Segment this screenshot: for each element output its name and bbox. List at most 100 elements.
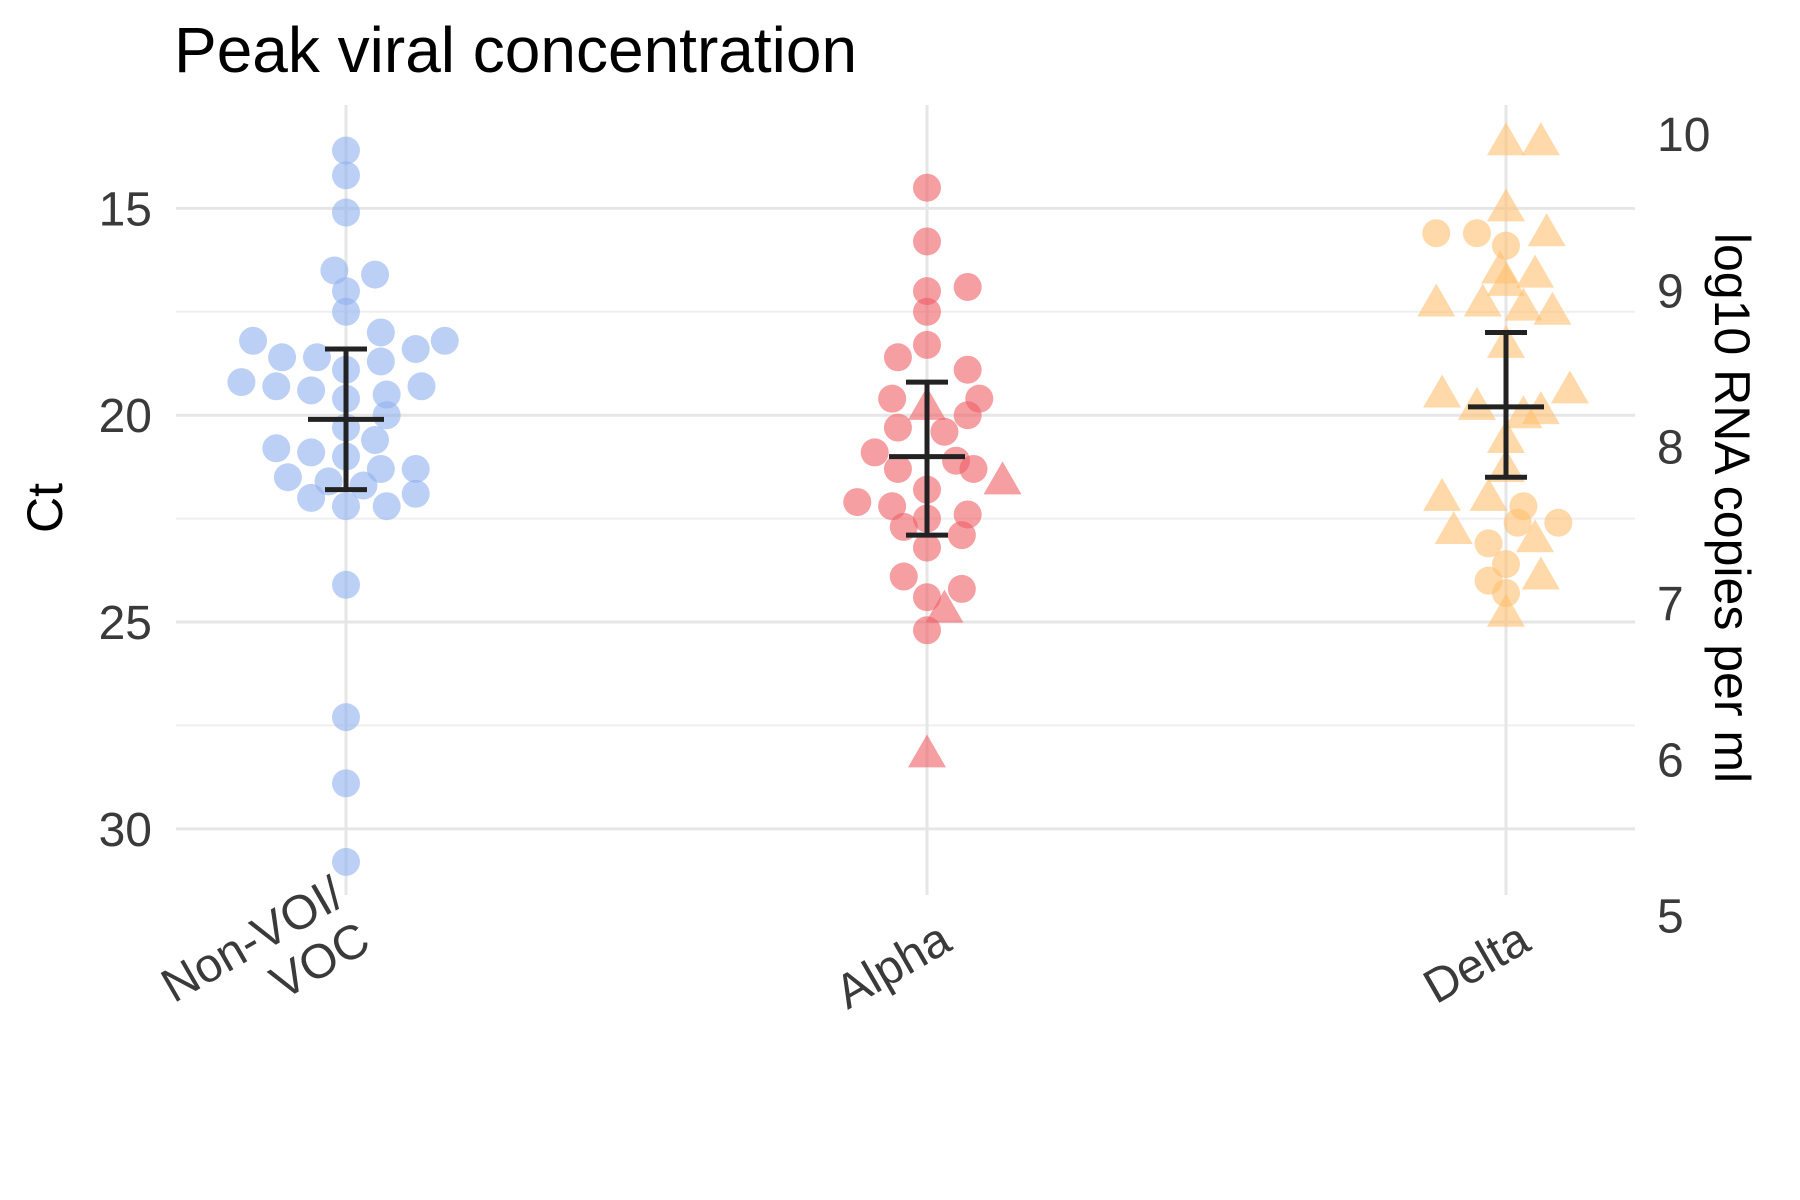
right-tick-label: 5	[1657, 891, 1684, 944]
data-point-circle	[883, 413, 912, 442]
data-point-circle	[913, 227, 941, 256]
data-point-triangle	[1487, 188, 1525, 222]
right-tick-label: 8	[1657, 422, 1684, 475]
right-axis-title: log10 RNA copies per ml	[1704, 233, 1760, 783]
data-point-circle	[366, 454, 395, 483]
data-point-circle	[947, 521, 976, 550]
data-point-circle	[913, 583, 941, 612]
data-point-triangle	[1487, 262, 1525, 296]
data-point-circle	[297, 438, 326, 467]
error-bar	[889, 379, 965, 538]
left-tick-label: 15	[99, 183, 152, 236]
data-point-circle	[1422, 219, 1451, 248]
data-point-circle	[268, 343, 297, 372]
data-point-circle	[366, 347, 395, 376]
data-point-circle	[1462, 219, 1491, 248]
data-point-circle	[930, 417, 959, 446]
error-bars	[308, 329, 1544, 538]
x-axis-ticks: Non-VOI/VOC Alpha Delta	[153, 867, 1539, 1020]
data-point-circle	[953, 401, 982, 430]
x-tick-label-line: Alpha	[827, 912, 960, 1019]
error-bar	[1468, 329, 1544, 480]
data-point-triangle	[1521, 556, 1560, 590]
right-axis-ticks: 10 9 8 7 6 5	[1657, 109, 1710, 944]
data-point-circle	[297, 376, 326, 405]
data-point-circle	[372, 492, 401, 521]
data-point-circle	[889, 562, 918, 591]
data-point-circle	[332, 703, 360, 732]
data-point-circle	[401, 454, 430, 483]
data-point-circle	[372, 380, 401, 409]
data-point-circle	[361, 260, 390, 289]
data-point-circle	[302, 343, 331, 372]
data-point-circle	[332, 570, 360, 599]
right-tick-label: 10	[1657, 109, 1710, 162]
data-point-circle	[332, 769, 360, 798]
data-point-circle	[372, 401, 401, 430]
data-point-circle	[878, 384, 907, 413]
data-point-triangle	[925, 589, 964, 623]
data-point-circle	[913, 533, 941, 562]
data-point-circle	[1474, 529, 1503, 558]
data-point-circle	[883, 343, 912, 372]
data-point-circle	[883, 454, 912, 483]
data-point-triangle	[1417, 283, 1456, 317]
data-point-triangle	[1516, 254, 1555, 288]
data-point-circle	[913, 297, 941, 326]
data-point-circle	[332, 277, 360, 306]
data-point-triangle	[1423, 374, 1462, 408]
data-point-circle	[262, 372, 291, 401]
data-point-circle	[843, 488, 872, 517]
data-point-triangle	[1550, 370, 1589, 404]
data-point-triangle	[1487, 593, 1525, 627]
data-point-circle	[361, 426, 390, 455]
error-bar	[308, 346, 384, 493]
data-point-circle	[332, 198, 360, 227]
chart-title: Peak viral concentration	[174, 14, 857, 86]
right-tick-label: 6	[1657, 734, 1684, 787]
data-point-circle	[401, 479, 430, 508]
x-tick-label: Non-VOI/VOC	[153, 867, 379, 1013]
data-point-circle	[860, 438, 889, 467]
data-point-triangle	[1423, 477, 1462, 511]
data-point-triangle	[1504, 287, 1543, 321]
x-tick-label-line: Delta	[1415, 912, 1539, 1014]
left-axis-ticks: 15 20 25 30	[99, 183, 152, 856]
data-point-circle	[273, 463, 302, 492]
data-point-circle	[878, 492, 907, 521]
data-point-circle	[366, 318, 395, 347]
data-point-triangle	[1457, 386, 1496, 420]
left-tick-label: 25	[99, 597, 152, 650]
left-tick-label: 20	[99, 390, 152, 443]
right-tick-label: 7	[1657, 578, 1684, 631]
data-point-triangle	[1521, 122, 1560, 156]
data-point-circle	[320, 256, 349, 285]
data-point-circle	[407, 372, 436, 401]
data-point-circle	[1492, 550, 1520, 579]
data-point-circle	[1503, 508, 1532, 537]
data-point-circle	[262, 434, 291, 463]
data-point-triangle	[1463, 283, 1502, 317]
data-point-circle	[947, 574, 976, 603]
data-point-circle	[332, 847, 360, 876]
data-point-circle	[332, 136, 360, 165]
left-axis-title: Ct	[17, 483, 73, 533]
data-points	[227, 122, 1589, 876]
data-point-circle	[430, 326, 459, 355]
data-point-circle	[913, 173, 941, 202]
data-point-circle	[227, 368, 256, 397]
data-point-circle	[239, 326, 268, 355]
data-point-triangle	[1434, 511, 1473, 545]
data-point-triangle	[1527, 213, 1566, 247]
data-point-circle	[1544, 508, 1573, 537]
data-point-circle	[332, 297, 360, 326]
data-point-circle	[913, 616, 941, 645]
data-point-circle	[297, 483, 326, 512]
x-tick-label: Delta	[1415, 912, 1539, 1014]
data-point-circle	[332, 492, 360, 521]
data-point-circle	[953, 355, 982, 384]
data-point-circle	[332, 161, 360, 190]
data-point-circle	[959, 454, 988, 483]
data-point-triangle	[1516, 519, 1555, 553]
